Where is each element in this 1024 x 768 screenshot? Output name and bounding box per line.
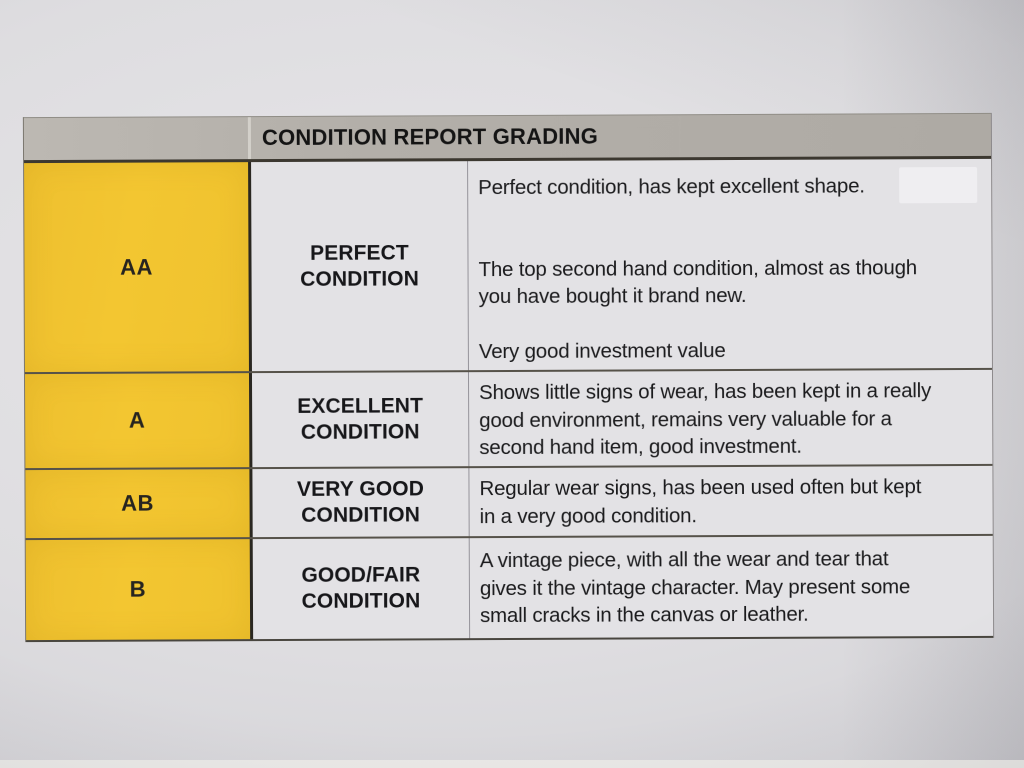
description-paragraph: A vintage piece, with all the wear and t… <box>479 547 911 628</box>
grade-label: AA <box>120 254 153 280</box>
table-header-row: CONDITION REPORT GRADING <box>23 112 992 164</box>
grade-label: AB <box>121 490 154 516</box>
table-header-corner-cell <box>23 117 252 161</box>
condition-label-cell-ab: VERY GOOD CONDITION <box>252 468 470 538</box>
grade-cell-b: B <box>25 539 254 641</box>
condition-label: VERY GOOD CONDITION <box>296 477 425 527</box>
description-cell-b: A vintage piece, with all the wear and t… <box>470 536 993 638</box>
description-cell-aa: Perfect condition, has kept excellent sh… <box>468 159 992 370</box>
description-paragraph: Shows little signs of wear, has been kep… <box>479 379 932 460</box>
grade-label: A <box>128 407 146 433</box>
table-row-ab: AB VERY GOOD CONDITION Regular wear sign… <box>25 465 993 541</box>
condition-label: EXCELLENT CONDITION <box>297 394 424 444</box>
table-header-title-cell: CONDITION REPORT GRADING <box>251 114 991 159</box>
table-row-aa: AA PERFECT CONDITION Perfect condition, … <box>24 158 992 375</box>
grade-cell-a: A <box>24 373 253 469</box>
grade-label: B <box>129 576 147 602</box>
description-paragraph: The top second hand condition, almost as… <box>478 255 918 309</box>
table-row-a: A EXCELLENT CONDITION Shows little signs… <box>24 369 993 471</box>
condition-grading-table: CONDITION REPORT GRADING AA PERFECT COND… <box>22 112 995 643</box>
condition-label-cell-b: GOOD/FAIR CONDITION <box>252 538 471 640</box>
table-title: CONDITION REPORT GRADING <box>261 123 599 151</box>
description-cell-a: Shows little signs of wear, has been kep… <box>469 370 992 466</box>
table-row-b: B GOOD/FAIR CONDITION A vintage piece, w… <box>25 535 994 643</box>
whiteout-patch <box>899 166 978 204</box>
condition-label: GOOD/FAIR CONDITION <box>301 563 421 613</box>
description-cell-ab: Regular wear signs, has been used often … <box>469 466 992 536</box>
description-paragraph: Very good investment value <box>478 338 726 363</box>
condition-label-cell-aa: PERFECT CONDITION <box>251 161 469 372</box>
condition-label: PERFECT CONDITION <box>300 240 419 291</box>
grade-cell-aa: AA <box>24 162 252 373</box>
grade-cell-ab: AB <box>25 469 253 539</box>
description-paragraph: Regular wear signs, has been used often … <box>479 475 922 528</box>
photo-bottom-edge <box>0 760 1024 768</box>
condition-label-cell-a: EXCELLENT CONDITION <box>251 372 470 468</box>
